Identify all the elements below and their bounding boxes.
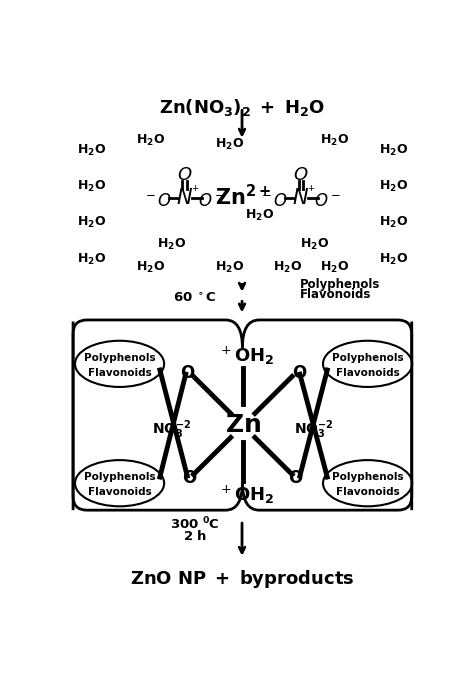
Text: $\mathbf{H_2O}$: $\mathbf{H_2O}$: [320, 133, 349, 148]
Text: $\mathbf{H_2O}$: $\mathbf{H_2O}$: [300, 237, 329, 252]
Text: $O$: $O$: [177, 166, 193, 184]
Text: $\mathbf{60\ ^\circ C}$: $\mathbf{60\ ^\circ C}$: [173, 290, 217, 304]
Text: $\mathbf{300\ ^0C}$: $\mathbf{300\ ^0C}$: [170, 515, 219, 532]
Text: $\mathbf{ZnO\ NP\ +\ byproducts}$: $\mathbf{ZnO\ NP\ +\ byproducts}$: [130, 569, 354, 591]
Ellipse shape: [75, 341, 164, 387]
Text: $\mathbf{H_2O}$: $\mathbf{H_2O}$: [320, 260, 349, 275]
Text: $^-O$: $^-O$: [259, 192, 289, 210]
Text: $N$: $N$: [292, 188, 309, 208]
Text: $\mathbf{H_2O}$: $\mathbf{H_2O}$: [379, 252, 409, 266]
Text: Flavonoids: Flavonoids: [88, 368, 151, 378]
Text: Polyphenols: Polyphenols: [84, 353, 156, 363]
Text: $\mathbf{H_2O}$: $\mathbf{H_2O}$: [379, 179, 409, 195]
Text: $\mathbf{Zn}$: $\mathbf{Zn}$: [225, 413, 261, 437]
Text: Flavonoids: Flavonoids: [88, 487, 151, 497]
Text: Polyphenols: Polyphenols: [332, 472, 403, 482]
Ellipse shape: [323, 341, 412, 387]
Ellipse shape: [75, 460, 164, 506]
Text: $\mathbf{H_2O}$: $\mathbf{H_2O}$: [136, 260, 165, 275]
Text: $\mathbf{Zn(NO_3)_2\ +\ H_2O}$: $\mathbf{Zn(NO_3)_2\ +\ H_2O}$: [159, 97, 325, 118]
Text: Flavonoids: Flavonoids: [299, 288, 371, 301]
Text: $\mathbf{H_2O}$: $\mathbf{H_2O}$: [245, 208, 273, 223]
Text: Polyphenols: Polyphenols: [299, 278, 380, 291]
Text: $^-O$: $^-O$: [143, 192, 172, 210]
Text: $\mathbf{O}$: $\mathbf{O}$: [292, 364, 307, 382]
Text: Polyphenols: Polyphenols: [84, 472, 156, 482]
Text: $\mathbf{O}$: $\mathbf{O}$: [182, 469, 197, 487]
Text: $\mathbf{Zn^{2+}}$: $\mathbf{Zn^{2+}}$: [215, 184, 271, 209]
Text: $\mathbf{H_2O}$: $\mathbf{H_2O}$: [136, 133, 165, 148]
Text: $\mathbf{H_2O}$: $\mathbf{H_2O}$: [379, 215, 409, 230]
Text: $\mathbf{H_2O}$: $\mathbf{H_2O}$: [77, 179, 106, 195]
Text: $N$: $N$: [176, 188, 193, 208]
Text: $\mathbf{H_2O}$: $\mathbf{H_2O}$: [77, 143, 106, 158]
Text: $\mathbf{H_2O}$: $\mathbf{H_2O}$: [215, 260, 244, 275]
Text: $\mathbf{NO_3^{-2}}$: $\mathbf{NO_3^{-2}}$: [294, 418, 333, 441]
Text: $\mathbf{2\ h}$: $\mathbf{2\ h}$: [183, 529, 207, 543]
Text: Flavonoids: Flavonoids: [336, 368, 400, 378]
Text: $O^-$: $O^-$: [198, 192, 225, 210]
Text: $O^-$: $O^-$: [315, 192, 342, 210]
Text: $\mathbf{O}$: $\mathbf{O}$: [180, 364, 195, 382]
Text: $\mathbf{NO_3^{-2}}$: $\mathbf{NO_3^{-2}}$: [152, 418, 191, 441]
Text: Flavonoids: Flavonoids: [336, 487, 400, 497]
Text: $^+\mathbf{OH_2}$: $^+\mathbf{OH_2}$: [219, 345, 275, 367]
Text: $\mathbf{H_2O}$: $\mathbf{H_2O}$: [379, 143, 409, 158]
Text: $\mathbf{H_2O}$: $\mathbf{H_2O}$: [77, 252, 106, 266]
Text: $^+\mathbf{OH_2}$: $^+\mathbf{OH_2}$: [219, 484, 275, 506]
Text: $^+$: $^+$: [190, 184, 200, 197]
Text: $\mathbf{H_2O}$: $\mathbf{H_2O}$: [273, 260, 302, 275]
Text: $\mathbf{O}$: $\mathbf{O}$: [289, 469, 304, 487]
Text: $\mathbf{H_2O}$: $\mathbf{H_2O}$: [215, 137, 244, 152]
Text: $\mathbf{H_2O}$: $\mathbf{H_2O}$: [77, 215, 106, 230]
Ellipse shape: [323, 460, 412, 506]
Text: $O$: $O$: [293, 166, 309, 184]
Text: $\mathbf{H_2O}$: $\mathbf{H_2O}$: [157, 237, 186, 252]
Text: $^+$: $^+$: [306, 184, 316, 197]
Text: Polyphenols: Polyphenols: [332, 353, 403, 363]
